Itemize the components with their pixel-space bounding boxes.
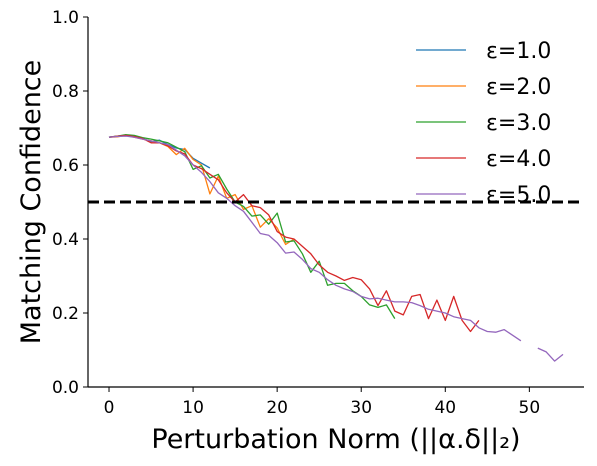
y-tick-label: 0.4 [52, 230, 79, 250]
x-tick-label: 20 [266, 398, 288, 418]
y-axis-label: Matching Confidence [16, 60, 47, 345]
y-tick-label: 1.0 [52, 8, 79, 28]
y-tick-label: 0.8 [52, 82, 79, 102]
legend-label: ε=1.0 [486, 39, 551, 64]
x-tick-label: 50 [519, 398, 541, 418]
plot-lines [108, 134, 564, 362]
legend-label: ε=2.0 [486, 75, 551, 100]
y-tick-label: 0.2 [52, 304, 79, 324]
series-line [108, 135, 564, 362]
y-tick-label: 0.0 [52, 378, 79, 398]
x-ticks: 0 10 20 30 40 50 [104, 387, 541, 418]
x-axis-label: Perturbation Norm (||α.δ||₂) [151, 424, 520, 455]
y-ticks: 0.0 0.2 0.4 0.6 0.8 1.0 [52, 8, 88, 398]
legend-label: ε=4.0 [486, 147, 551, 172]
legend-label: ε=5.0 [486, 183, 551, 208]
series-line [108, 134, 295, 246]
x-tick-label: 0 [104, 398, 115, 418]
x-tick-label: 40 [434, 398, 456, 418]
y-tick-label: 0.6 [52, 156, 79, 176]
x-tick-label: 30 [350, 398, 372, 418]
series-line [108, 134, 396, 319]
x-tick-label: 10 [182, 398, 204, 418]
legend-label: ε=3.0 [486, 111, 551, 136]
legend: ε=1.0 ε=2.0 ε=3.0 ε=4.0 ε=5.0 [416, 39, 551, 208]
series-line [108, 134, 480, 333]
